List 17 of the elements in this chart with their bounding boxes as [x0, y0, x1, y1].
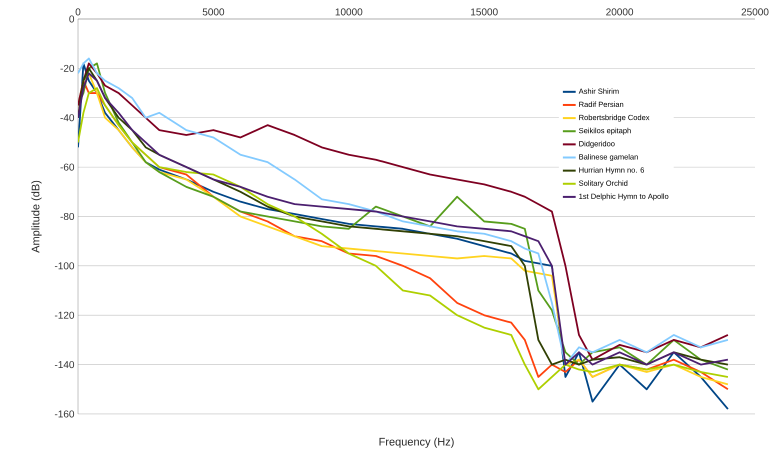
y-tick-label: -160 — [54, 410, 74, 418]
x-tick-label: 0 — [76, 8, 80, 16]
y-tick-label: -80 — [60, 212, 74, 220]
y-tick-label: -20 — [60, 64, 74, 72]
x-axis-title: Frequency (Hz) — [380, 438, 454, 448]
x-tick-label: 10000 — [336, 8, 362, 16]
x-tick-label: 25000 — [742, 8, 769, 16]
y-axis-title: Amplitude (dB) — [31, 180, 42, 253]
y-tick-label: 0 — [69, 15, 74, 23]
y-tick-label: -140 — [54, 361, 74, 368]
x-tick-label: 15000 — [471, 8, 498, 16]
x-tick-label: 20000 — [606, 8, 634, 16]
y-tick-label: -60 — [60, 164, 74, 171]
y-tick-label: -120 — [54, 312, 74, 319]
x-tick-label: 5000 — [202, 8, 224, 16]
y-tick-label: -40 — [60, 114, 74, 122]
y-tick-label: -100 — [54, 262, 74, 270]
